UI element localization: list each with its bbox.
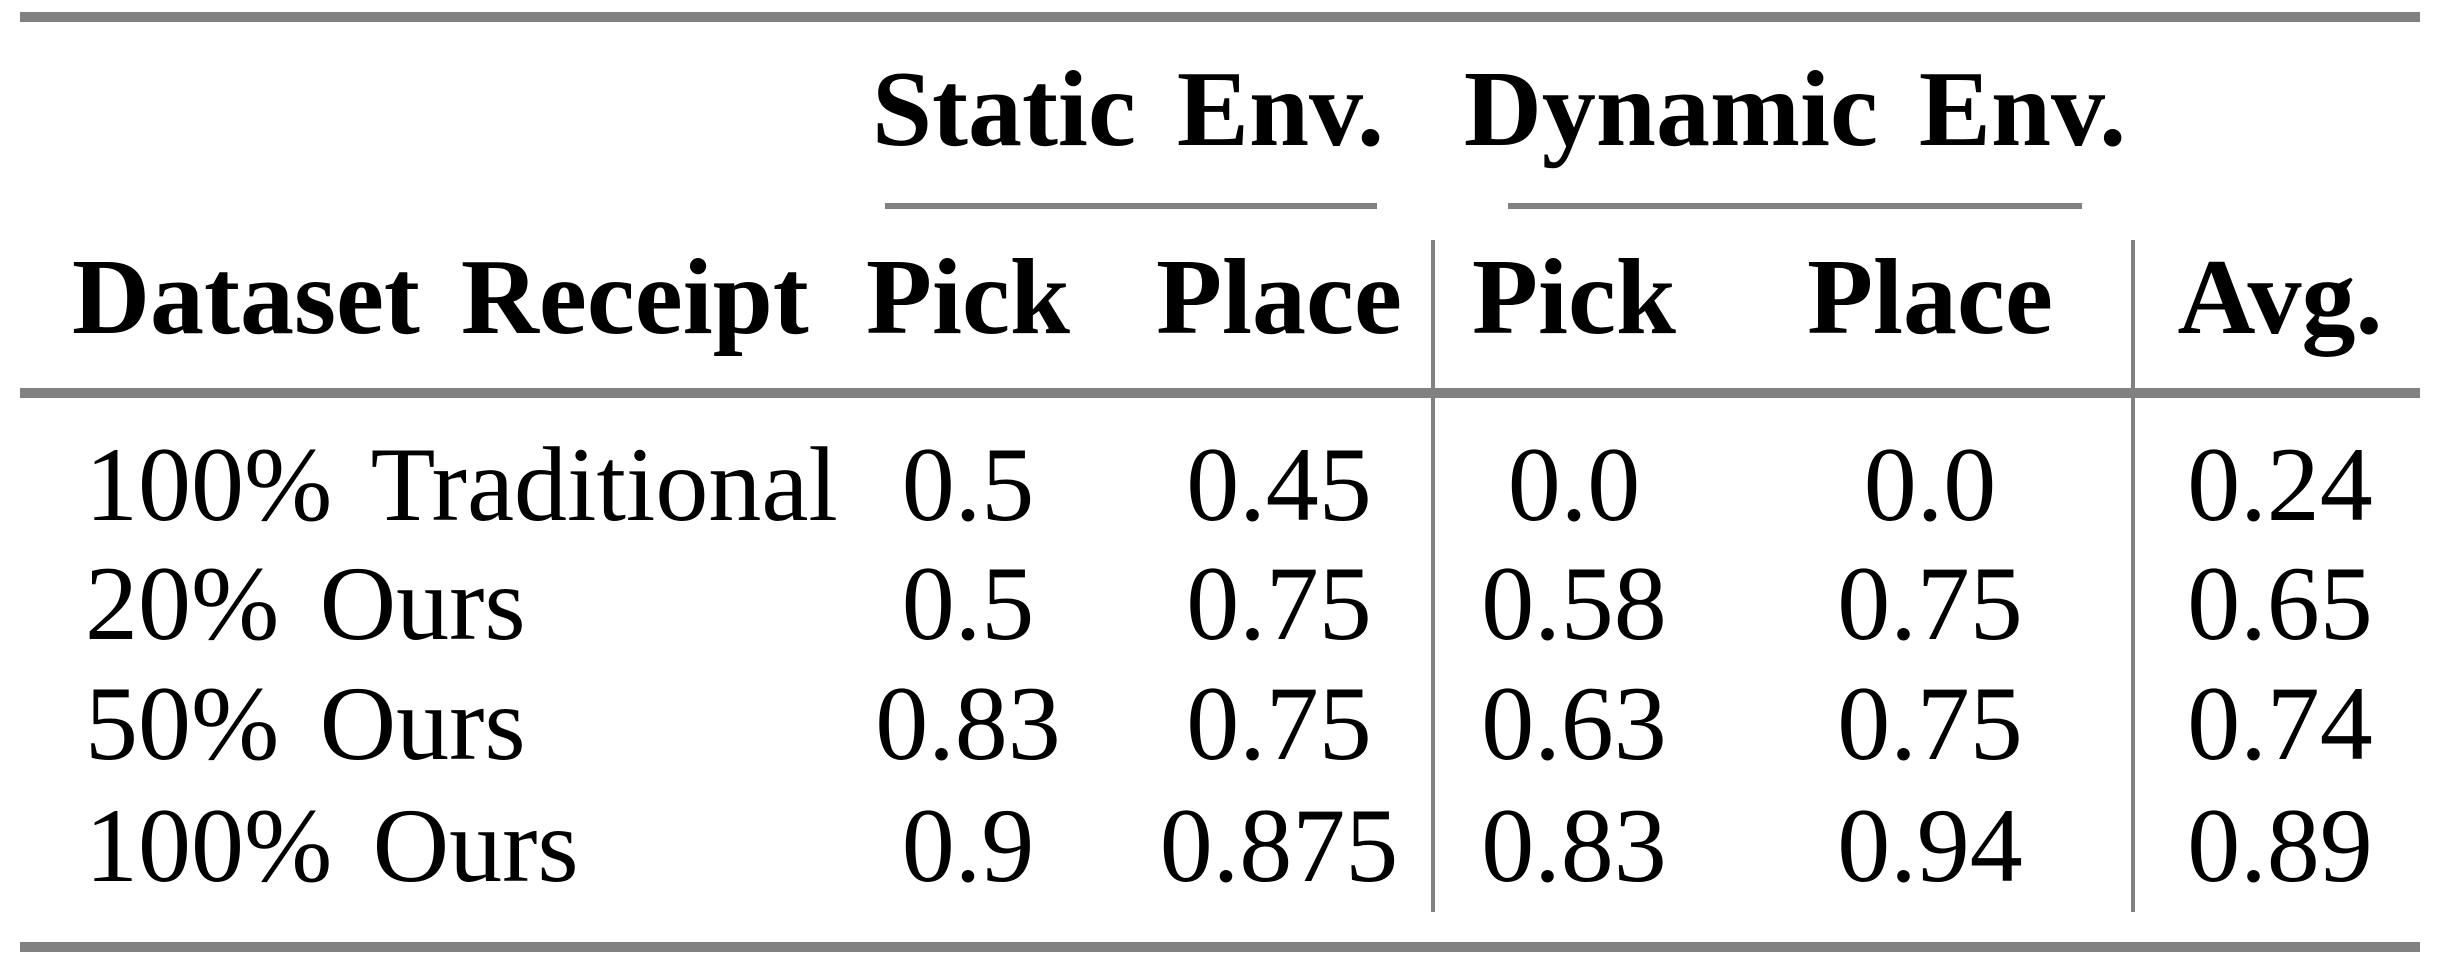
static-group-underline xyxy=(885,203,1377,209)
header-dynamic-pick: Pick xyxy=(1472,238,1676,357)
cell-static-pick: 0.83 xyxy=(875,665,1061,782)
top-rule xyxy=(20,12,2420,22)
dynamic-group-underline xyxy=(1508,203,2082,209)
bottom-rule xyxy=(20,942,2420,952)
column-separator-2 xyxy=(2131,240,2135,912)
row-label: 100% Ours xyxy=(85,787,579,904)
row-label: 100% Traditional xyxy=(85,426,838,543)
header-avg: Avg. xyxy=(2177,238,2383,357)
header-row-label: Dataset Receipt xyxy=(72,238,809,357)
row-label: 20% Ours xyxy=(85,545,526,662)
row-label: 50% Ours xyxy=(85,665,526,782)
cell-dynamic-pick: 0.58 xyxy=(1481,545,1667,662)
cell-static-pick: 0.9 xyxy=(901,787,1035,904)
cell-static-pick: 0.5 xyxy=(901,545,1035,662)
cell-avg: 0.74 xyxy=(2187,665,2373,782)
cell-avg: 0.89 xyxy=(2187,787,2373,904)
cell-static-pick: 0.5 xyxy=(901,426,1035,543)
cell-dynamic-place: 0.94 xyxy=(1837,787,2023,904)
column-group-dynamic-label: Dynamic Env. xyxy=(1463,50,2127,169)
cell-avg: 0.65 xyxy=(2187,545,2373,662)
header-static-place: Place xyxy=(1156,238,1402,357)
cell-dynamic-place: 0.0 xyxy=(1863,426,1997,543)
cell-static-place: 0.875 xyxy=(1159,787,1399,904)
cell-dynamic-pick: 0.0 xyxy=(1507,426,1641,543)
cell-dynamic-place: 0.75 xyxy=(1837,665,2023,782)
cell-static-place: 0.75 xyxy=(1186,545,1372,662)
column-separator-1 xyxy=(1431,240,1435,912)
cell-static-place: 0.45 xyxy=(1186,426,1372,543)
header-static-pick: Pick xyxy=(866,238,1070,357)
cell-dynamic-pick: 0.83 xyxy=(1481,787,1667,904)
cell-dynamic-pick: 0.63 xyxy=(1481,665,1667,782)
header-rule xyxy=(20,388,2420,398)
header-dynamic-place: Place xyxy=(1807,238,2053,357)
cell-avg: 0.24 xyxy=(2187,426,2373,543)
cell-dynamic-place: 0.75 xyxy=(1837,545,2023,662)
column-group-static-label: Static Env. xyxy=(871,50,1385,169)
cell-static-place: 0.75 xyxy=(1186,665,1372,782)
